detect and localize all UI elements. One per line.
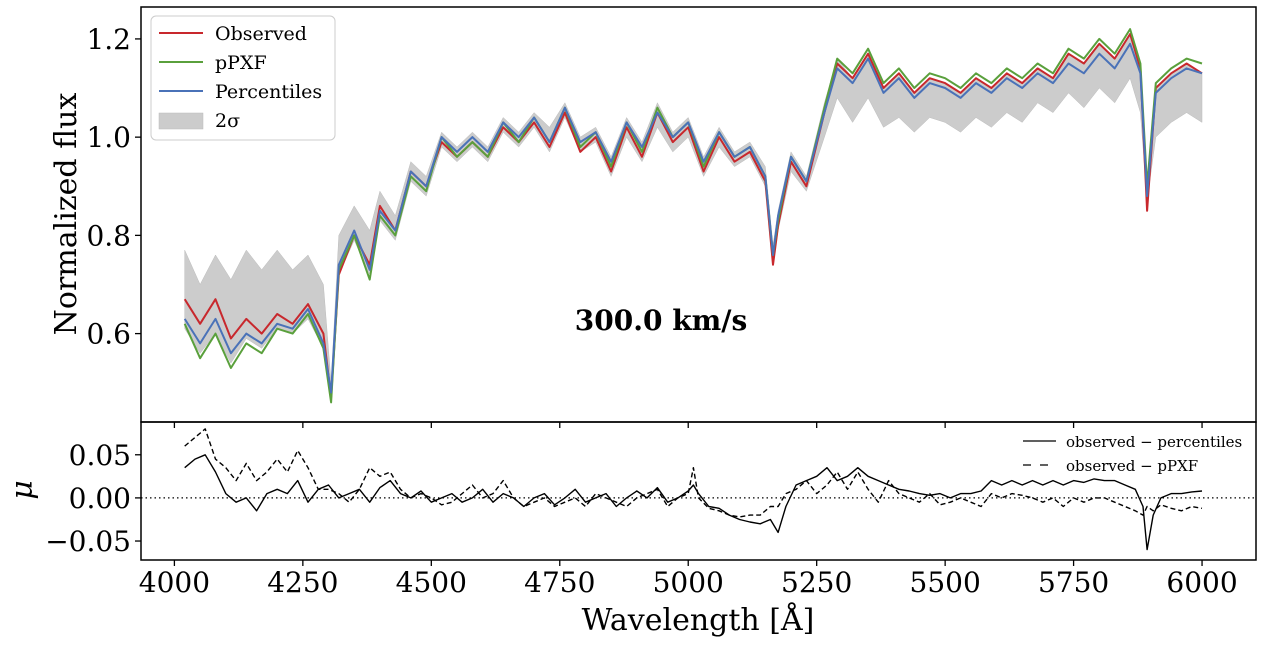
- legend-ppxf-label: pPXF: [215, 52, 267, 74]
- bottom-y-tick-label: −0.05: [45, 525, 131, 558]
- residual-observed-ppxf-line: [184, 428, 1203, 518]
- legend-observed-minus-percentiles-label: observed − percentiles: [1066, 433, 1242, 451]
- top-y-tick-label: 0.8: [86, 219, 131, 252]
- x-tick-label: 4750: [524, 566, 595, 599]
- velocity-annotation: 300.0 km/s: [575, 304, 747, 337]
- top-x-ticks: [173, 422, 1203, 428]
- bottom-x-ticks: 4000 4250 4500 4750 5000 5250 5500 5750 6000: [139, 560, 1238, 599]
- top-y-axis-label: Normalized flux: [49, 93, 84, 336]
- legend-observed-minus-ppxf-label: observed − pPXF: [1066, 457, 1198, 475]
- top-panel: 0.60.81.01.2 Normalized flux 300.0 km/s …: [49, 6, 1257, 428]
- series-ppxf-line: [183, 28, 1203, 404]
- legend-sigma-swatch: [158, 112, 204, 130]
- top-legend: Observed pPXF Percentiles 2σ: [150, 15, 336, 141]
- bottom-y-tick-label: 0.05: [69, 439, 131, 472]
- top-y-tick-label: 0.6: [86, 318, 131, 351]
- legend-sigma-label: 2σ: [215, 110, 240, 132]
- x-axis-label: Wavelength [Å]: [582, 602, 815, 638]
- legend-observed-label: Observed: [215, 23, 307, 45]
- x-tick-label: 5500: [910, 566, 981, 599]
- bottom-y-ticks: −0.05 0.00 0.05: [45, 439, 141, 558]
- bottom-plot-frame: [140, 421, 1257, 561]
- sigma-band-area: [184, 33, 1203, 398]
- x-tick-label: 6000: [1166, 566, 1237, 599]
- series-percentiles-line: [183, 42, 1203, 394]
- x-tick-label: 5000: [653, 566, 724, 599]
- x-tick-label: 5250: [781, 566, 852, 599]
- bottom-series-layer: [184, 428, 1203, 551]
- top-legend-box: [150, 15, 336, 141]
- x-tick-label: 4000: [139, 566, 210, 599]
- bottom-legend: observed − percentiles observed − pPXF: [1023, 433, 1242, 475]
- bottom-panel: −0.05 0.00 0.05 4000 4250 4500 4750 5000 5250 55…: [5, 421, 1257, 638]
- bottom-y-tick-label: 0.00: [69, 482, 131, 515]
- x-tick-label: 4250: [267, 566, 338, 599]
- top-series-layer: [183, 28, 1203, 404]
- top-y-ticks: 0.6 0.8 1.0 1.2: [86, 23, 141, 351]
- bottom-y-axis-label: μ: [5, 480, 40, 500]
- top-y-tick-label: 1.0: [86, 121, 131, 154]
- top-y-tick-label: 1.2: [86, 23, 131, 56]
- sigma-band-layer: [184, 33, 1203, 398]
- x-tick-label: 5750: [1038, 566, 1109, 599]
- legend-percentiles-label: Percentiles: [215, 81, 322, 103]
- x-tick-label: 4500: [396, 566, 467, 599]
- residual-observed-percentiles-line: [184, 454, 1203, 551]
